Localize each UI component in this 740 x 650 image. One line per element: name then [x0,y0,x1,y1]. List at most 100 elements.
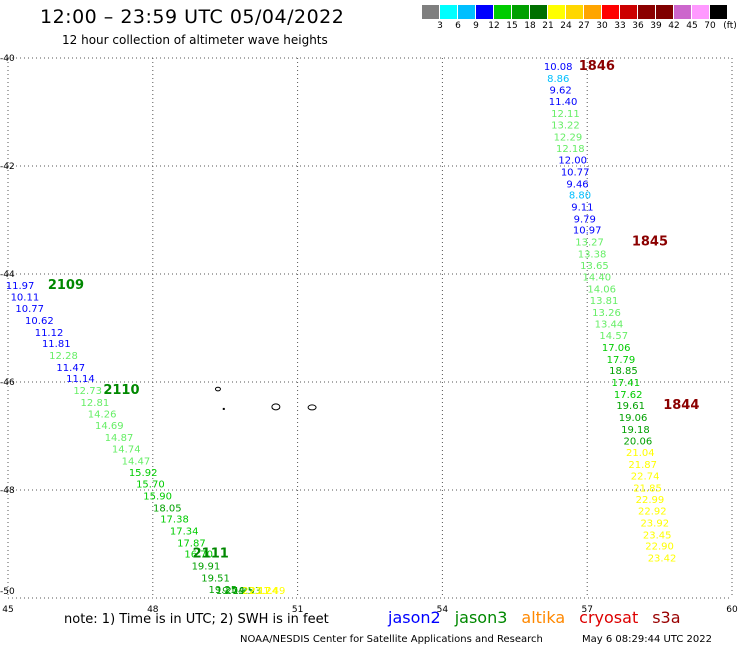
wave-height-label: 15.90 [143,491,172,502]
wave-height-label: 20.06 [624,436,653,447]
wave-height-label: 11.81 [42,339,71,350]
wave-height-label: 17.87 [177,538,206,549]
chart-subtitle: 12 hour collection of altimeter wave hei… [62,33,328,47]
wave-height-label: 14.26 [88,409,117,420]
wave-height-label: 19.93 [233,586,262,597]
color-scale-label: 21 [542,21,554,31]
wave-height-label: 9.46 [566,179,588,190]
pass-time-label: 2110 [103,383,139,398]
wave-height-label: 17.34 [170,527,199,538]
wave-height-label: 10.77 [15,304,44,315]
wave-height-label: 14.74 [112,444,141,455]
color-swatch [422,5,440,19]
color-scale-bar [422,5,728,19]
legend-item-jason2: jason2 [388,608,441,627]
wave-height-label: 15.92 [129,468,158,479]
wave-height-label: 8.80 [569,191,591,202]
color-swatch [494,5,512,19]
wave-height-label: 12.28 [49,351,78,362]
wave-height-label: 14.57 [599,331,628,342]
wave-height-label: 11.47 [56,363,85,374]
color-scale-label: 3 [437,21,443,31]
color-scale-label: 9 [473,21,479,31]
color-scale-label: 27 [578,21,590,31]
x-tick-label: 57 [581,605,592,615]
color-scale-label: 12 [488,21,500,31]
y-tick-label: -46 [0,378,15,388]
wave-height-label: 19.74 [216,586,245,597]
y-tick-label: -48 [0,486,15,496]
wave-height-label: 12.00 [558,156,587,167]
color-scale-label: 70 [704,21,716,31]
wave-height-label: 14.87 [105,433,134,444]
wave-height-label: 23.42 [648,554,677,565]
wave-height-label: 8.86 [547,74,569,85]
wave-height-label: 23.92 [640,518,669,529]
x-tick-label: 51 [292,605,303,615]
wave-height-label: 19.51 [201,573,230,584]
wave-height-label: 17.06 [602,343,631,354]
wave-height-label: 11.40 [549,97,578,108]
color-swatch [638,5,656,19]
wave-height-label: 19.06 [619,413,648,424]
legend-item-cryosat: cryosat [579,608,639,627]
wave-height-label: 22.74 [631,471,660,482]
x-tick-label: 54 [437,605,449,615]
color-scale-label: 30 [596,21,608,31]
wave-height-label: 9.11 [571,203,593,214]
color-scale-label: 42 [668,21,680,31]
pass-time-label: 2111 [193,547,229,562]
y-tick-label: -50 [0,587,15,597]
wave-height-label: 13.27 [575,238,604,249]
satellite-legend: jason2 jason3 altika cryosat s3a [388,608,695,627]
wave-height-label: 11.14 [66,374,95,385]
wave-height-label: 9.62 [550,85,572,96]
x-tick-label: 48 [147,605,159,615]
color-swatch [620,5,638,19]
island-outline [271,403,281,411]
y-tick-label: -40 [0,54,15,64]
wave-height-label: 10.11 [11,293,40,304]
wave-height-label: 22.92 [638,507,667,518]
y-tick-label: -42 [0,162,15,172]
wave-height-label: 14.47 [122,456,151,467]
wave-height-label: 18.05 [153,503,182,514]
color-scale-labels: 3 6 9 12 15 18 21 24 27 30 33 36 39 42 45 70 (ft) [422,21,740,35]
x-tick-label: 45 [2,605,13,615]
legend-item-jason3: jason3 [454,608,508,627]
wave-height-label: 21.87 [628,460,657,471]
island-outline [214,386,221,392]
color-swatch [692,5,710,19]
legend-item-altika: altika [521,608,566,627]
wave-height-label: 19.18 [621,425,650,436]
wave-height-label: 17.79 [607,355,636,366]
y-tick-label: -44 [0,270,15,280]
wave-height-label: 17.38 [160,515,189,526]
island-outline [222,407,225,410]
wave-height-label: 21.85 [633,483,662,494]
wave-height-label: 13.22 [551,120,580,131]
wave-height-label: 12.73 [73,386,102,397]
wave-height-label: 15.70 [136,480,165,491]
x-tick-label: 60 [726,605,738,615]
wave-height-label: 14.69 [95,421,124,432]
wave-height-label: 22.90 [645,542,674,553]
color-swatch [656,5,674,19]
color-scale-unit: (ft) [723,21,737,31]
wave-height-label: 13.38 [578,249,607,260]
footer-note: note: 1) Time is in UTC; 2) SWH is in fe… [64,612,329,627]
color-swatch [674,5,692,19]
wave-height-label: 19.25 [208,585,237,596]
color-swatch [458,5,476,19]
wave-height-label: 13.65 [580,261,609,272]
color-swatch [440,5,458,19]
color-scale-label: 18 [524,21,536,31]
wave-height-label: 21.49 [257,586,286,597]
wave-height-label: 12.11 [551,109,580,120]
color-scale-label: 39 [650,21,662,31]
color-scale-label: 33 [614,21,626,31]
pass-time-label: 2109 [48,278,84,293]
wave-height-label: 14.40 [583,273,612,284]
credit-text: NOAA/NESDIS Center for Satellite Applica… [240,634,543,645]
wave-height-label: 10.77 [561,167,590,178]
